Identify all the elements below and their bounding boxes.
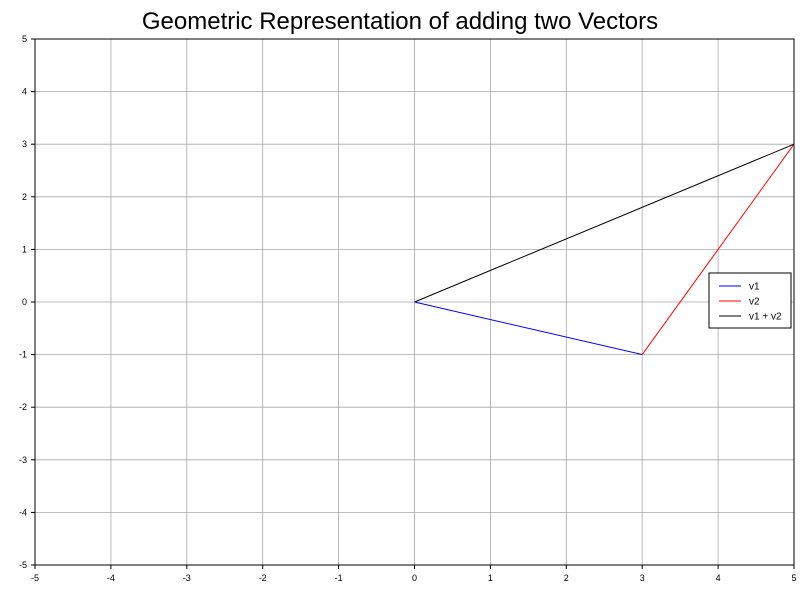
- axis-ticks: -5 -4 -3 -2 -1 0 1 2 3 4 5 -5 -4 -3 -2 -1 0 1 2 3 4 5: [19, 34, 797, 583]
- y-tick-label: 2: [22, 192, 27, 202]
- y-tick-label: 5: [22, 34, 27, 44]
- legend-label-2: v1 + v2: [749, 312, 782, 323]
- legend: v1 v2 v1 + v2: [708, 272, 792, 329]
- legend-label-1: v2: [749, 297, 760, 308]
- y-tick-label: 4: [22, 87, 27, 97]
- x-tick-label: 2: [564, 573, 569, 583]
- x-tick-label: -2: [259, 573, 267, 583]
- y-tick-label: -5: [19, 560, 27, 570]
- legend-label-0: v1: [749, 282, 760, 293]
- y-tick-label: -2: [19, 402, 27, 412]
- series-line-2: [414, 143, 795, 303]
- x-tick-label: -5: [31, 573, 39, 583]
- series-lines: [414, 143, 795, 356]
- x-tick-label: 1: [488, 573, 493, 583]
- series-line-0: [414, 301, 643, 356]
- x-tick-label: -3: [183, 573, 191, 583]
- x-tick-label: 4: [716, 573, 721, 583]
- y-tick-label: -3: [19, 455, 27, 465]
- y-tick-label: 1: [22, 244, 27, 254]
- x-tick-label: 3: [640, 573, 645, 583]
- x-tick-label: -1: [335, 573, 343, 583]
- chart-title: Geometric Representation of adding two V…: [142, 8, 658, 35]
- x-tick-label: -4: [107, 573, 115, 583]
- series-line-1: [641, 143, 795, 355]
- y-tick-label: -4: [19, 507, 27, 517]
- y-tick-label: 0: [22, 297, 27, 307]
- x-tick-label: 5: [791, 573, 796, 583]
- y-tick-label: 3: [22, 139, 27, 149]
- y-tick-label: -1: [19, 350, 27, 360]
- x-tick-label: 0: [412, 573, 417, 583]
